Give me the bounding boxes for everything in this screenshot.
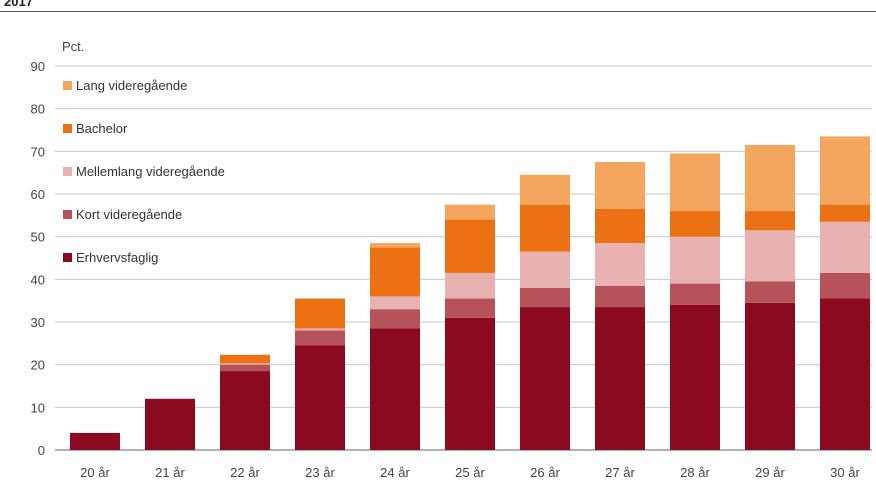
bar-segment-1 [595,307,645,450]
bar-segment-1 [820,298,870,450]
bar-segment-3 [595,243,645,286]
legend-label: Erhvervsfaglig [76,250,158,265]
bar-segment-5 [670,153,720,212]
y-tick-label: 80 [31,102,45,117]
bar-segment-1 [220,371,270,450]
bar-segment-4 [670,211,720,237]
bar-segment-5 [445,204,495,220]
bar-segment-3 [820,221,870,273]
bar-segment-4 [220,354,270,364]
x-tick-label: 23 år [305,465,335,480]
bar-segment-1 [295,345,345,450]
y-axis-unit-label: Pct. [62,39,84,54]
bar-segment-2 [595,285,645,308]
x-tick-label: 30 år [830,465,860,480]
legend-swatch [63,253,72,262]
x-tick-label: 28 år [680,465,710,480]
bars [70,136,870,450]
chart-year-label: 2017 [4,0,33,9]
y-tick-label: 60 [31,187,45,202]
legend-label: Lang videregående [76,78,187,93]
bar-segment-2 [520,287,570,308]
bar-segment-1 [445,317,495,450]
x-tick-label: 24 år [380,465,410,480]
bar-segment-4 [520,204,570,252]
y-tick-label: 10 [31,400,45,415]
y-axis-ticks: 0 10 20 30 40 50 60 70 80 90 [31,59,45,458]
bar-segment-2 [670,283,720,305]
bar-segment-2 [370,309,420,329]
x-tick-label: 29 år [755,465,785,480]
x-tick-label: 21 år [155,465,185,480]
bar-segment-2 [295,330,345,346]
bar-segment-1 [520,307,570,450]
legend-label: Bachelor [76,121,128,136]
bar-segment-1 [70,432,120,450]
y-tick-label: 40 [31,272,45,287]
bar-segment-5 [745,144,795,212]
bar-segment-5 [370,243,420,248]
bar-segment-3 [295,328,345,331]
bar-segment-4 [295,298,345,329]
legend-label: Kort videregående [76,207,182,222]
bar-segment-5 [595,162,645,209]
y-tick-label: 30 [31,315,45,330]
legend-swatch [63,210,72,219]
bar-segment-3 [370,296,420,310]
bar-segment-2 [445,298,495,318]
x-tick-label: 25 år [455,465,485,480]
y-tick-label: 50 [31,230,45,245]
x-tick-label: 22 år [230,465,260,480]
y-tick-label: 70 [31,144,45,159]
bar-segment-4 [445,219,495,273]
bar-segment-1 [670,304,720,450]
bar-segment-5 [820,136,870,205]
bar-segment-4 [745,211,795,231]
top-divider [0,11,876,12]
bar-segment-3 [670,236,720,284]
bar-segment-2 [820,272,870,299]
legend-swatch [63,124,72,133]
bar-segment-2 [745,281,795,303]
bar-segment-3 [220,363,270,365]
legend-swatch [63,81,72,90]
bar-segment-4 [370,247,420,297]
bar-segment-3 [520,251,570,288]
legend: Lang videregående Bachelor Mellemlang vide… [63,78,225,265]
bar-segment-4 [595,208,645,244]
x-tick-label: 20 år [80,465,110,480]
legend-label: Mellemlang videregående [76,164,225,179]
bar-segment-2 [220,364,270,372]
bar-segment-4 [820,204,870,222]
bar-segment-1 [745,302,795,450]
y-tick-label: 20 [31,358,45,373]
bar-segment-1 [370,328,420,450]
y-tick-label: 90 [31,59,45,74]
x-tick-label: 27 år [605,465,635,480]
bar-segment-1 [145,398,195,450]
bar-segment-3 [745,230,795,282]
bar-segment-5 [520,174,570,205]
x-tick-label: 26 år [530,465,560,480]
x-axis-ticks: 20 år 21 år 22 år 23 år 24 år 25 år 26 år 27 år… [80,465,860,480]
bar-segment-3 [445,272,495,299]
legend-swatch [63,167,72,176]
y-tick-label: 0 [38,443,45,458]
